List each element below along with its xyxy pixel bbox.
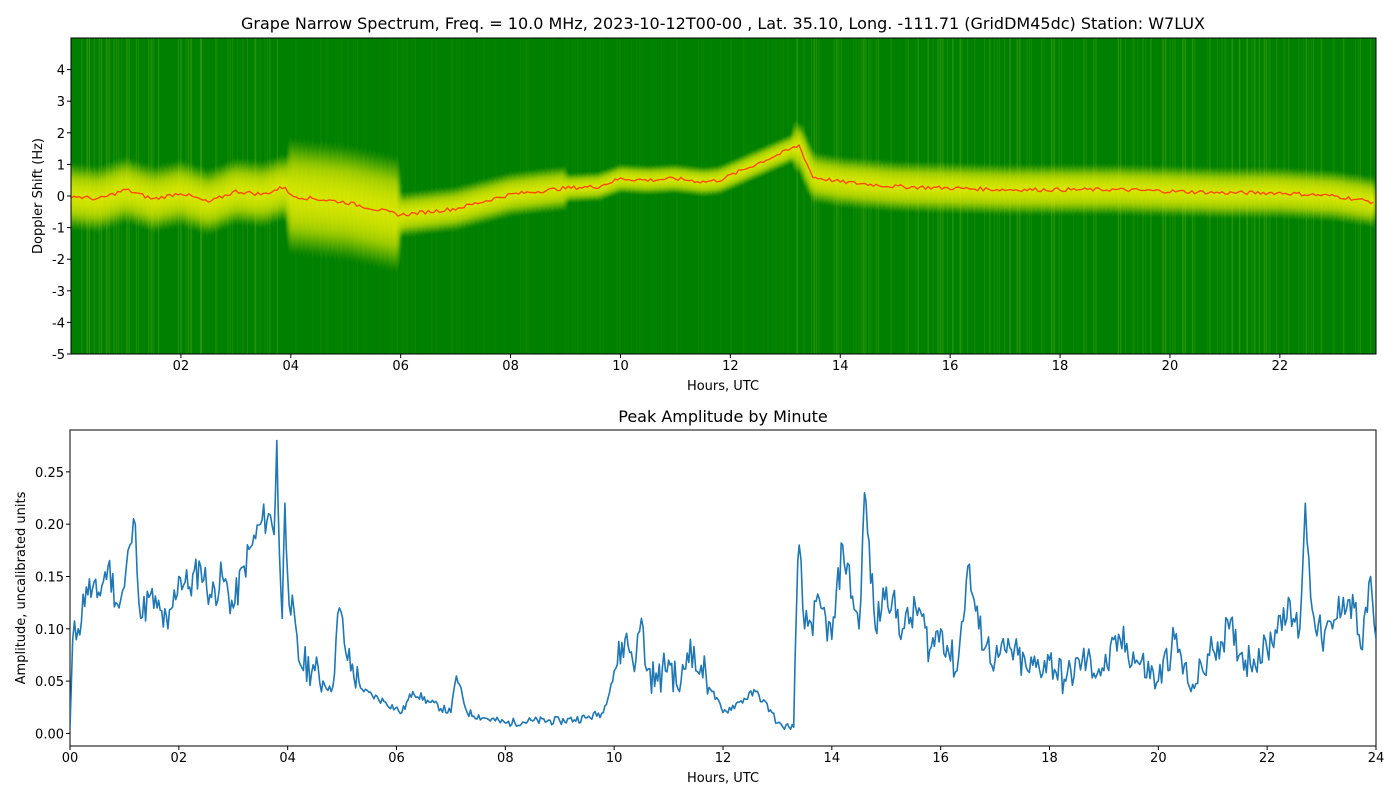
spectrogram-y-tick-label: -1 [52,222,65,237]
amplitude-y-tick-label: 0.15 [35,570,64,585]
spectrogram-stripe [636,38,638,354]
spectrogram-title: Grape Narrow Spectrum, Freq. = 10.0 MHz,… [241,14,1205,33]
spectrogram-stripe [757,38,759,354]
spectrogram-stripe [641,38,643,354]
amplitude-series-line [70,439,1376,731]
spectrogram-y-ticks: 4 3 2 1 0 -1 -2 -3 -4 -5 [52,64,71,363]
spectrogram-x-tick-label: 16 [942,359,959,374]
spectrogram-y-tick-label: -4 [52,316,65,331]
spectrogram-stripe [656,38,658,354]
amplitude-x-tick-label: 00 [62,751,79,766]
amplitude-x-tick-label: 20 [1150,751,1167,766]
amplitude-x-tick-label: 22 [1259,751,1276,766]
spectrogram-y-tick-label: -5 [52,348,65,363]
spectrogram-stripe [762,38,764,354]
spectrogram-peak-line [71,143,1374,217]
spectrogram-x-tick-label: 06 [392,359,409,374]
spectrogram-stripe [774,38,777,354]
spectrogram-stripe [680,38,682,354]
spectrogram-x-tick-label: 08 [502,359,519,374]
spectrogram-chart: Grape Narrow Spectrum, Freq. = 10.0 MHz,… [31,14,1377,394]
amplitude-x-tick-label: 16 [932,751,949,766]
spectrogram-stripe [796,38,799,354]
spectrogram-stripe [777,38,778,354]
spectrogram-x-tick-label: 14 [832,359,849,374]
amplitude-x-tick-label: 24 [1368,751,1385,766]
spectrogram-stripe [782,38,784,354]
amplitude-x-ticks: 00 02 04 06 08 10 12 14 16 18 20 22 24 [62,746,1385,766]
spectrogram-x-tick-label: 12 [722,359,739,374]
spectrogram-x-tick-label: 10 [612,359,629,374]
amplitude-y-axis-label: Amplitude, uncalibrated units [14,491,29,684]
spectrogram-y-tick-label: 2 [57,127,65,142]
spectrogram-stripe [787,38,789,354]
amplitude-y-tick-label: 0.00 [35,727,64,742]
spectrogram-stripe [654,38,656,354]
spectrogram-stripe [664,38,665,354]
spectrogram-stripe [720,38,722,354]
spectrogram-stripe [631,38,633,354]
spectrogram-x-tick-label: 20 [1162,359,1179,374]
spectrogram-stripe [661,38,663,354]
spectrogram-x-tick-label: 22 [1272,359,1289,374]
spectrogram-glow [1365,174,1376,229]
spectrogram-stripe [752,38,754,354]
spectrogram-stripe [745,38,747,354]
spectrogram-stripe [747,38,749,354]
spectrogram-x-tick-label: 18 [1052,359,1069,374]
amplitude-x-tick-label: 10 [606,751,623,766]
amplitude-chart: Peak Amplitude by Minute 00 02 04 06 08 10 12 1… [14,407,1384,786]
amplitude-y-ticks: 0.00 0.05 0.10 0.15 0.20 0.25 [35,466,70,742]
amplitude-x-tick-label: 02 [171,751,188,766]
spectrogram-stripe [803,38,805,354]
amplitude-x-tick-label: 04 [279,751,296,766]
spectrogram-stripe [651,38,652,354]
spectrogram-stripe [638,38,641,354]
spectrogram-x-ticks: 02 04 06 08 10 12 14 16 18 20 22 [173,354,1288,374]
spectrogram-stripe [772,38,774,354]
spectrogram-y-tick-label: 1 [57,158,65,173]
amplitude-y-tick-label: 0.25 [35,466,64,481]
spectrogram-x-tick-label: 02 [173,359,190,374]
amplitude-y-tick-label: 0.10 [35,623,64,638]
amplitude-x-tick-label: 08 [497,751,514,766]
spectrogram-y-tick-label: 0 [57,190,65,205]
spectrogram-stripe [779,38,782,354]
spectrogram-y-tick-label: 3 [57,95,65,110]
amplitude-frame [69,429,1377,747]
amplitude-y-tick-label: 0.20 [35,518,64,533]
amplitude-x-tick-label: 14 [824,751,841,766]
spectrogram-y-axis-label: Doppler Shift (Hz) [31,138,46,254]
spectrogram-stripe [619,38,621,354]
spectrogram-y-tick-label: -2 [52,253,65,268]
spectrogram-stripe [624,38,626,354]
amplitude-x-tick-label: 06 [388,751,405,766]
spectrogram-stripe [643,38,645,354]
spectrogram-stripe [676,38,678,354]
spectrogram-stripe [767,38,769,354]
amplitude-title: Peak Amplitude by Minute [618,407,828,426]
spectrogram-stripe [730,38,733,354]
spectrogram-x-axis-label: Hours, UTC [687,379,759,394]
spectrogram-stripe [760,38,761,354]
amplitude-x-axis-label: Hours, UTC [687,771,759,786]
spectrogram-stripe [627,38,628,354]
spectrogram-stripe [742,38,745,354]
spectrogram-signal [71,38,1376,354]
spectrogram-y-tick-label: -3 [52,285,65,300]
spectrogram-stripe [750,38,751,354]
spectrogram-y-tick-label: 4 [57,64,65,79]
amplitude-x-tick-label: 12 [715,751,732,766]
spectrogram-stripe [616,38,618,354]
amplitude-y-tick-label: 0.05 [35,675,64,690]
amplitude-x-tick-label: 18 [1041,751,1058,766]
spectrogram-x-tick-label: 04 [283,359,300,374]
